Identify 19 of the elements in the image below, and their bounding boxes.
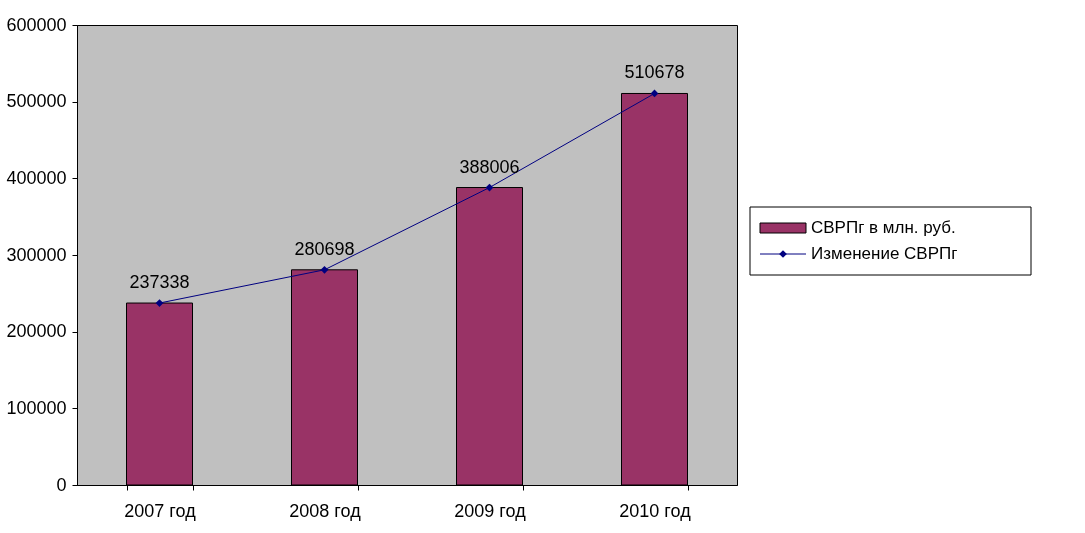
x-tick-label: 2007 год xyxy=(124,500,197,521)
point xyxy=(320,265,329,274)
legend-label: СВРПг в млн. руб. xyxy=(811,218,956,237)
data-label: 237338 xyxy=(129,272,190,293)
x-tick-label: 2009 год xyxy=(454,500,527,521)
legend-label: Изменение СВРПг xyxy=(811,244,958,263)
data-label: 510678 xyxy=(624,62,685,83)
data-label: 280698 xyxy=(294,238,355,259)
y-tick-label: 500000 xyxy=(6,91,67,112)
y-tick-label: 200000 xyxy=(6,321,67,342)
y-tick-label: 300000 xyxy=(6,244,67,265)
x-tick-label: 2008 год xyxy=(289,500,362,521)
data-label: 388006 xyxy=(459,156,520,177)
y-tick-label: 600000 xyxy=(6,14,67,35)
y-tick-label: 400000 xyxy=(6,167,67,188)
y-tick-label: 0 xyxy=(56,474,67,495)
y-tick-label: 100000 xyxy=(6,397,67,418)
x-tick-label: 2010 год xyxy=(619,500,692,521)
point xyxy=(155,299,164,307)
